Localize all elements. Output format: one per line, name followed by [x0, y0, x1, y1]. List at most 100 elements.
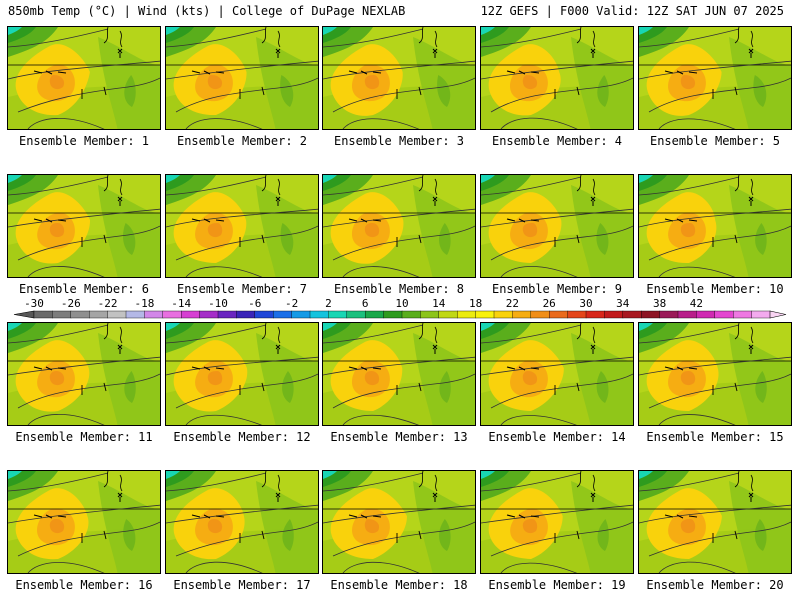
colorbar-tick-label: -2 — [285, 297, 298, 310]
ensemble-member-label: Ensemble Member: 4 — [491, 134, 623, 148]
colorbar-swatch — [641, 310, 661, 319]
colorbar-swatch — [125, 310, 145, 319]
colorbar-swatch — [622, 310, 642, 319]
colorbar-swatch — [493, 310, 513, 319]
colorbar-swatch — [217, 310, 237, 319]
chart-title-right: 12Z GEFS | F000 Valid: 12Z SAT JUN 07 20… — [480, 4, 784, 18]
ensemble-map-panel — [322, 470, 476, 574]
ensemble-map-panel — [165, 322, 319, 426]
colorbar-swatch — [346, 310, 366, 319]
colorbar-swatch — [365, 310, 385, 319]
colorbar-swatch — [733, 310, 753, 319]
ensemble-map-panel — [165, 26, 319, 130]
colorbar-swatch — [677, 310, 697, 319]
colorbar-swatch — [328, 310, 348, 319]
colorbar-tick-label: -26 — [61, 297, 81, 310]
colorbar-tick-label: -10 — [208, 297, 228, 310]
ensemble-member-label: Ensemble Member: 15 — [646, 430, 784, 444]
chart-title-left: 850mb Temp (°C) | Wind (kts) | College o… — [8, 4, 406, 18]
colorbar-swatch — [70, 310, 90, 319]
ensemble-member-label: Ensemble Member: 18 — [330, 578, 468, 592]
colorbar-swatch — [291, 310, 311, 319]
ensemble-member-label: Ensemble Member: 19 — [488, 578, 626, 592]
colorbar-tick-label: 30 — [579, 297, 592, 310]
ensemble-map-panel — [7, 470, 161, 574]
ensemble-map-panel — [322, 322, 476, 426]
ensemble-map-panel — [7, 322, 161, 426]
colorbar-right-arrow — [769, 310, 787, 319]
ensemble-map-panel — [322, 26, 476, 130]
ensemble-map-panel — [165, 470, 319, 574]
colorbar-swatch — [604, 310, 624, 319]
colorbar-tick-label: -30 — [24, 297, 44, 310]
colorbar-swatch — [383, 310, 403, 319]
ensemble-member-label: Ensemble Member: 7 — [176, 282, 308, 296]
colorbar-swatch — [52, 310, 72, 319]
colorbar-swatch — [401, 310, 421, 319]
ensemble-map-panel — [480, 174, 634, 278]
colorbar-swatch — [457, 310, 477, 319]
colorbar-swatch — [512, 310, 532, 319]
colorbar-swatch — [33, 310, 53, 319]
colorbar-tick-label: -14 — [171, 297, 191, 310]
ensemble-member-label: Ensemble Member: 14 — [488, 430, 626, 444]
colorbar-swatch — [144, 310, 164, 319]
colorbar-swatch — [162, 310, 182, 319]
colorbar-tick-label: -18 — [134, 297, 154, 310]
colorbar-swatch — [659, 310, 679, 319]
colorbar-swatch — [438, 310, 458, 319]
ensemble-member-label: Ensemble Member: 12 — [173, 430, 311, 444]
colorbar-tick-label: -6 — [248, 297, 261, 310]
colorbar-tick-label: -22 — [98, 297, 118, 310]
colorbar-swatch — [88, 310, 109, 319]
ensemble-member-label: Ensemble Member: 8 — [333, 282, 465, 296]
colorbar-swatch — [567, 310, 587, 319]
temperature-colorbar: -30 -26 -22 -18 -14 -10 -6 -2 2 6 10 14 18 22 26 30 34 38… — [13, 297, 787, 319]
ensemble-map-panel — [165, 174, 319, 278]
ensemble-member-label: Ensemble Member: 9 — [491, 282, 623, 296]
ensemble-map-panel — [7, 26, 161, 130]
ensemble-member-label: Ensemble Member: 2 — [176, 134, 308, 148]
ensemble-member-label: Ensemble Member: 17 — [173, 578, 311, 592]
colorbar-tick-label: 38 — [653, 297, 666, 310]
colorbar-swatch — [751, 310, 771, 319]
colorbar-tick-label: 6 — [362, 297, 369, 310]
colorbar-swatch — [180, 310, 201, 319]
colorbar-swatch — [475, 310, 495, 319]
ensemble-map-panel — [480, 322, 634, 426]
ensemble-member-label: Ensemble Member: 11 — [15, 430, 153, 444]
ensemble-map-panel — [322, 174, 476, 278]
colorbar-swatch — [585, 310, 605, 319]
ensemble-map-panel — [480, 470, 634, 574]
ensemble-map-panel — [638, 174, 792, 278]
colorbar-swatch — [199, 310, 219, 319]
colorbar-tick-label: 14 — [432, 297, 446, 310]
ensemble-member-label: Ensemble Member: 3 — [333, 134, 465, 148]
colorbar-swatch — [236, 310, 256, 319]
colorbar-tick-label: 34 — [616, 297, 630, 310]
colorbar-swatch — [696, 310, 716, 319]
colorbar-swatch — [714, 310, 734, 319]
colorbar-tick-label: 2 — [325, 297, 332, 310]
colorbar-swatch — [420, 310, 440, 319]
colorbar-swatch — [107, 310, 127, 319]
colorbar-left-arrow — [13, 310, 35, 319]
colorbar-tick-label: 18 — [469, 297, 482, 310]
colorbar-tick-label: 42 — [690, 297, 703, 310]
ensemble-map-panel — [7, 174, 161, 278]
ensemble-map-panel — [638, 470, 792, 574]
ensemble-member-label: Ensemble Member: 16 — [15, 578, 153, 592]
colorbar-tick-label: 22 — [506, 297, 519, 310]
ensemble-member-label: Ensemble Member: 5 — [649, 134, 781, 148]
colorbar-tick-label: 10 — [395, 297, 408, 310]
ensemble-map-panel — [638, 26, 792, 130]
colorbar-swatch — [254, 310, 274, 319]
ensemble-map-panel — [480, 26, 634, 130]
ensemble-member-label: Ensemble Member: 6 — [18, 282, 150, 296]
colorbar-swatch — [549, 310, 569, 319]
colorbar-tick-label: 26 — [543, 297, 556, 310]
ensemble-map-panel — [638, 322, 792, 426]
ensemble-member-label: Ensemble Member: 1 — [18, 134, 150, 148]
colorbar-swatch — [273, 310, 293, 319]
ensemble-member-label: Ensemble Member: 10 — [646, 282, 784, 296]
